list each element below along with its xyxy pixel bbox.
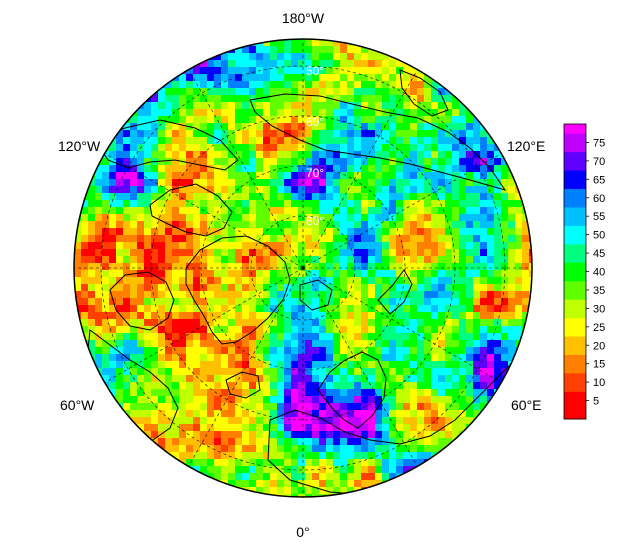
meridian-line [302,153,502,269]
colorbar-tick-label: 40 [593,267,605,279]
colorbar-swatch [564,243,586,263]
colorbar-tick-label: 55 [593,211,605,223]
colorbar-tick-label: 30 [593,303,605,315]
meridian-line [188,69,304,269]
meridian-line [302,69,418,269]
colorbar-swatch [564,372,586,392]
colorbar-swatch [564,124,586,134]
colorbar-swatch [564,170,586,190]
lat-label-70: 70° [306,166,324,180]
latitude-labels: 50° 60° 70° 80° [306,64,324,228]
colorbar-swatches [564,124,586,420]
coastline-hudson-bay [109,271,175,331]
coastline-canada-archipelago [149,183,233,237]
colorbar-swatch [564,354,586,374]
lat-label-60: 60° [306,115,324,129]
coastlines [85,69,521,497]
colorbar-tick-label: 15 [593,359,605,371]
colorbar-swatch [564,151,586,171]
colorbar-tick-label: 5 [593,396,599,408]
meridian-line [302,267,502,383]
lon-label-0: 0° [296,524,309,540]
colorbar-labels: 5 10 15 20 25 30 35 40 45 50 55 60 65 70 75 [586,137,605,408]
colorbar-tick-label: 35 [593,285,605,297]
meridian-line [188,267,304,467]
colorbar-swatch [564,299,586,319]
coastline-greenland [185,235,291,345]
latitude-circle [250,215,356,321]
coastline-alaska [94,119,239,171]
colorbar-tick-label: 75 [593,137,605,149]
colorbar-tick-label: 20 [593,340,605,352]
colorbar-tick-label: 70 [593,156,605,168]
lat-label-80: 80° [306,214,324,228]
colorbar-swatch [564,206,586,226]
lon-label-120e: 120°E [507,138,545,154]
graticule [74,39,532,497]
colorbar-tick-label: 65 [593,174,605,186]
lat-label-50: 50° [306,64,324,78]
meridian-line [104,153,304,269]
lon-label-120w: 120°W [58,138,101,154]
colorbar-swatch [564,317,586,337]
colorbar-tick-label: 50 [593,230,605,242]
data-field [74,39,532,497]
map-boundary [73,38,533,498]
colorbar-swatch [564,188,586,208]
colorbar: 5 10 15 20 25 30 35 40 45 50 55 60 65 70 75 [563,123,605,420]
coastline-scandinavia [317,351,387,429]
lon-label-60w: 60°W [60,397,95,413]
coastline-kamchatka [399,69,449,117]
meridian-line [302,267,418,467]
lon-label-60e: 60°E [511,397,542,413]
colorbar-tick-label: 25 [593,322,605,334]
colorbar-tick-label: 60 [593,193,605,205]
colorbar-swatch [564,391,586,420]
colorbar-tick-label: 45 [593,248,605,260]
coastline-europe [267,358,521,497]
coastline-novaya-zemlya [377,269,413,315]
colorbar-swatch [564,280,586,300]
lon-label-180w: 180°W [282,10,325,26]
coastline-svalbard [299,279,333,311]
meridian-line [104,267,304,383]
colorbar-swatch [564,336,586,355]
colorbar-swatch [564,262,586,282]
colorbar-swatch [564,133,586,153]
colorbar-tick-label: 10 [593,377,605,389]
colorbar-swatch [564,225,586,245]
coastline-siberia [249,93,507,191]
latitude-circle [100,65,506,471]
